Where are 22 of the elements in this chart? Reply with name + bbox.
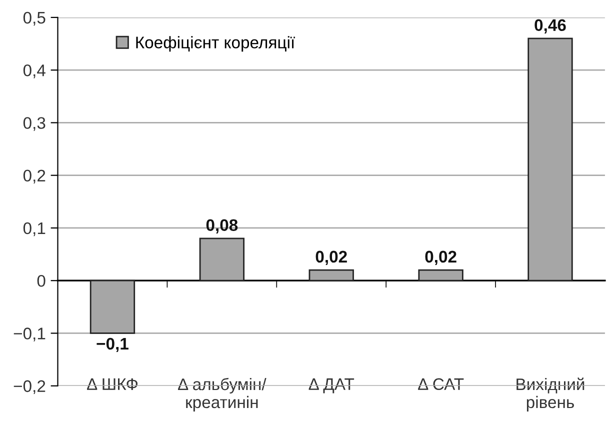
bar <box>418 269 464 282</box>
data-label: 0,02 <box>316 250 347 266</box>
x-tick-label: Δ ШКФ <box>87 378 138 390</box>
x-tick-label: Δ альбумін/ креатинін <box>178 378 266 412</box>
data-label: 0,08 <box>206 219 238 234</box>
bar <box>199 238 245 282</box>
y-tick-label: 0,3 <box>23 117 46 131</box>
y-tick-label: −0,2 <box>14 380 46 394</box>
data-label: 0,02 <box>425 250 456 266</box>
y-tick-label: 0,4 <box>23 64 46 78</box>
y-tick-label: 0,1 <box>23 222 46 236</box>
data-label: −0,1 <box>96 338 128 352</box>
y-tick-label: 0,5 <box>23 12 46 26</box>
data-label: 0,46 <box>534 19 566 34</box>
x-tick-label: Δ ДАТ <box>308 378 354 394</box>
y-tick-label: −0,1 <box>14 328 46 342</box>
legend-label: Коефіцієнт кореляції <box>136 36 295 52</box>
bar <box>308 269 354 282</box>
y-tick-label: 0,2 <box>23 170 46 184</box>
x-tick-label: Δ САТ <box>418 378 464 390</box>
x-tick-label: Вихідний рівень <box>516 378 584 412</box>
y-tick-label: 0 <box>37 275 46 287</box>
